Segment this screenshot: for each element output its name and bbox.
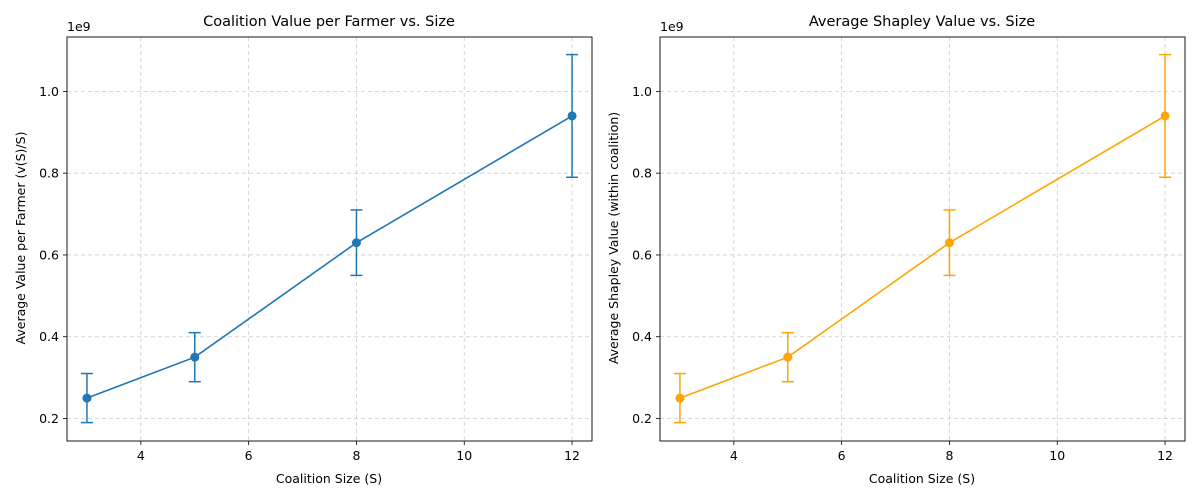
chart-title: Average Shapley Value vs. Size: [809, 14, 1035, 30]
x-tick-label: 8: [945, 448, 953, 463]
data-point: [567, 111, 577, 121]
data-point: [783, 352, 793, 362]
y-tick-label: 0.2: [632, 411, 652, 426]
x-axis-label: Coalition Size (S): [276, 471, 382, 486]
plot-area: 4 6 8 10 12 0.2 0.4 0.6 0.8 1.0: [39, 36, 593, 463]
data-point: [1160, 111, 1170, 121]
y-axis-label: Average Shapley Value (within coalition): [606, 112, 621, 364]
axes-frame: [66, 36, 593, 442]
chart-title: Coalition Value per Farmer vs. Size: [203, 14, 455, 30]
y-tick-label: 1.0: [39, 84, 59, 99]
data-point: [675, 393, 685, 403]
y-tick-label: 0.6: [39, 247, 59, 262]
y-offset-text: 1e9: [67, 19, 91, 34]
data-point: [351, 238, 361, 248]
y-tick-label: 0.4: [632, 329, 652, 344]
x-tick-label: 8: [352, 448, 360, 463]
x-tick-label: 12: [564, 448, 580, 463]
x-tick-label: 6: [245, 448, 253, 463]
x-tick-label: 12: [1157, 448, 1173, 463]
y-offset-text: 1e9: [660, 19, 684, 34]
x-tick-label: 10: [456, 448, 472, 463]
axes-frame: [659, 36, 1186, 442]
series-line: [679, 115, 1166, 399]
y-tick-label: 0.4: [39, 329, 59, 344]
x-tick-label: 4: [137, 448, 145, 463]
x-tick-label: 10: [1049, 448, 1065, 463]
y-tick-label: 0.8: [39, 166, 59, 181]
y-tick-label: 0.8: [632, 166, 652, 181]
series-line: [86, 115, 573, 399]
x-tick-label: 6: [838, 448, 846, 463]
data-point: [82, 393, 92, 403]
y-tick-label: 1.0: [632, 84, 652, 99]
y-tick-label: 0.2: [39, 411, 59, 426]
x-axis-label: Coalition Size (S): [869, 471, 975, 486]
plot-area: 4 6 8 10 12 0.2 0.4 0.6 0.8 1.0: [632, 36, 1186, 463]
chart-left: Coalition Value per Farmer vs. Size Coal…: [13, 14, 593, 486]
y-axis-label: Average Value per Farmer (v(S)/S): [13, 132, 28, 345]
data-point: [944, 238, 954, 248]
data-point: [190, 352, 200, 362]
chart-right: Average Shapley Value vs. Size Coalition…: [606, 14, 1186, 486]
y-tick-label: 0.6: [632, 247, 652, 262]
x-tick-label: 4: [730, 448, 738, 463]
